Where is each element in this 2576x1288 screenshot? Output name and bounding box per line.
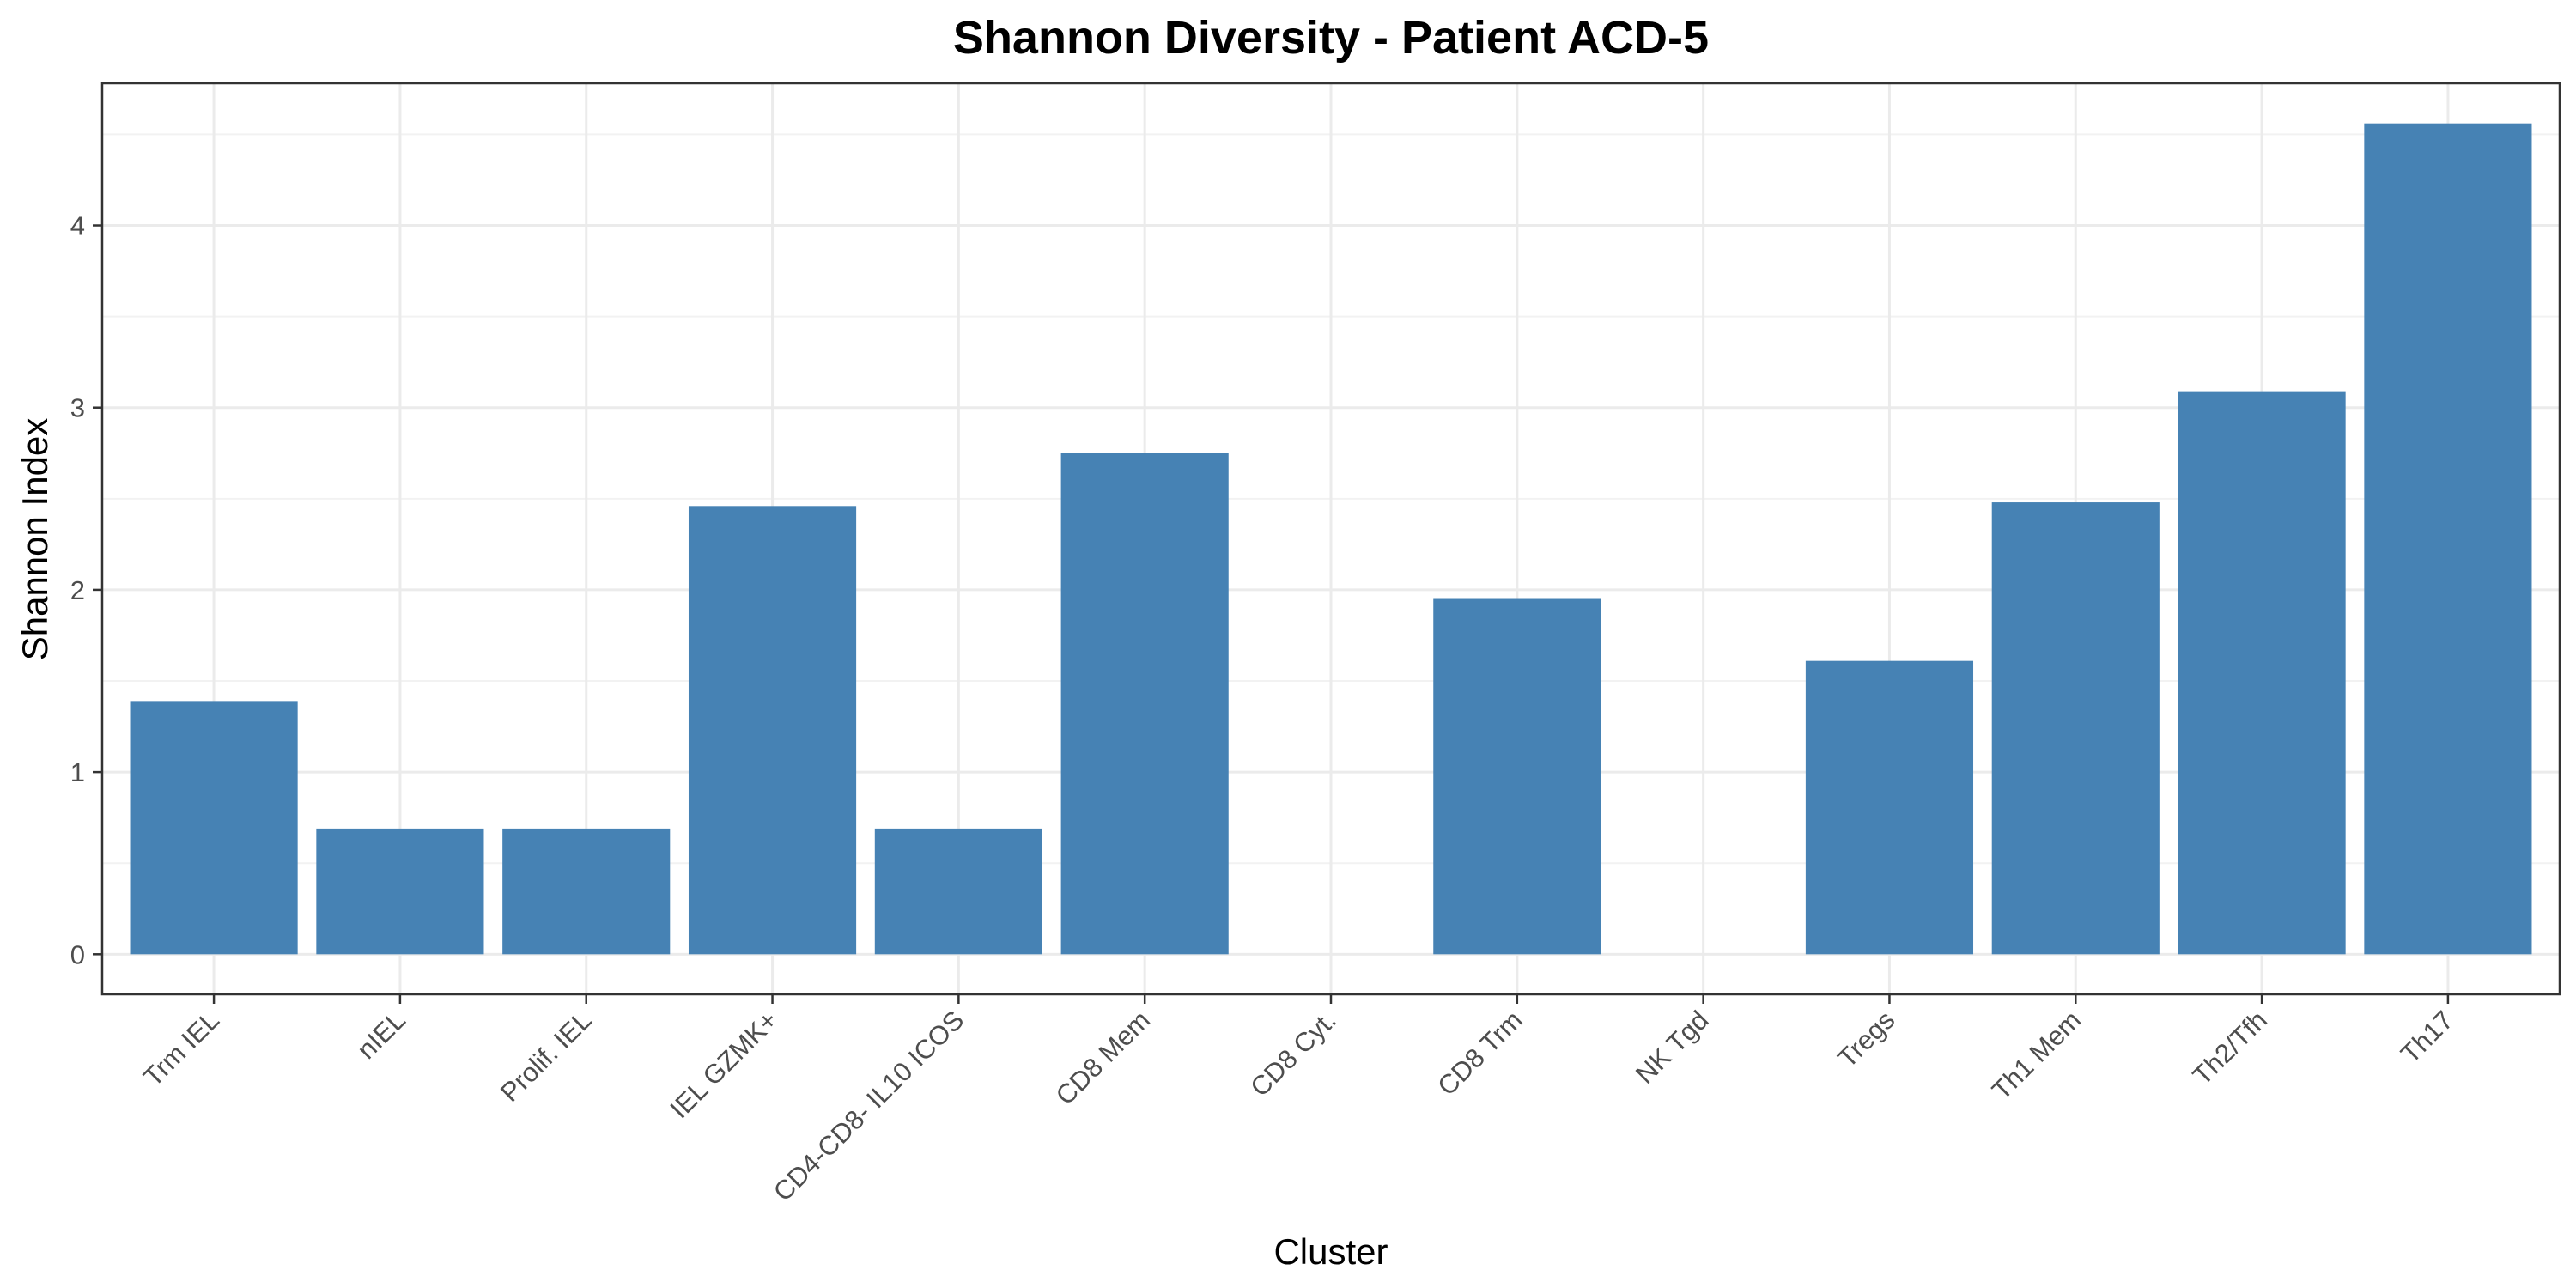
bar-trm-iel: [130, 701, 298, 955]
bar-prolif-iel: [502, 828, 671, 955]
bar-th2-tfh: [2178, 391, 2346, 955]
y-tick-label: 1: [70, 757, 85, 787]
bar-cd4-cd8-il10-icos: [874, 828, 1042, 955]
bars: [130, 123, 2532, 955]
bar-cd8-trm: [1433, 598, 1601, 955]
bar-cd8-mem: [1060, 453, 1229, 955]
bar-th17: [2364, 123, 2532, 955]
bar-th1-mem: [1991, 502, 2160, 955]
y-tick-label: 0: [70, 939, 85, 969]
y-tick-label: 4: [70, 211, 85, 241]
y-tick-label: 2: [70, 575, 85, 605]
y-axis-title: Shannon Index: [15, 418, 55, 661]
bar-tregs: [1805, 660, 1974, 955]
x-axis-title: Cluster: [1273, 1231, 1388, 1272]
chart-title: Shannon Diversity - Patient ACD-5: [953, 12, 1709, 64]
bar-niel: [316, 828, 484, 955]
bar-iel-gzmk: [688, 506, 857, 955]
y-tick-label: 3: [70, 393, 85, 423]
y-axis: 0 1 2 3 4: [70, 211, 102, 969]
